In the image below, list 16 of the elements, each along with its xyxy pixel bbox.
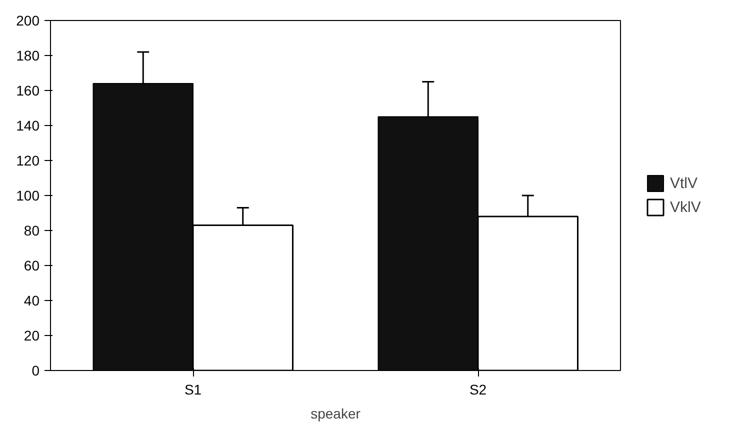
x-axis-title: speaker (310, 406, 361, 422)
y-tick-label: 140 (16, 118, 40, 134)
y-tick-label: 120 (16, 152, 40, 168)
y-tick-label: 180 (16, 48, 40, 64)
y-tick-label: 80 (24, 222, 40, 238)
legend-label: VklV (670, 198, 701, 216)
x-tick-label: S2 (469, 382, 487, 398)
y-tick-label: 40 (24, 292, 40, 308)
y-tick-label: 20 (24, 328, 40, 344)
y-tick-label: 0 (32, 362, 40, 378)
y-tick-label: 200 (16, 12, 40, 28)
y-tick-label: 60 (24, 258, 40, 274)
y-tick-label: 100 (16, 188, 40, 204)
legend-label: VtlV (670, 174, 698, 192)
x-tick-label: S1 (184, 382, 202, 398)
y-tick-label: 160 (16, 82, 40, 98)
